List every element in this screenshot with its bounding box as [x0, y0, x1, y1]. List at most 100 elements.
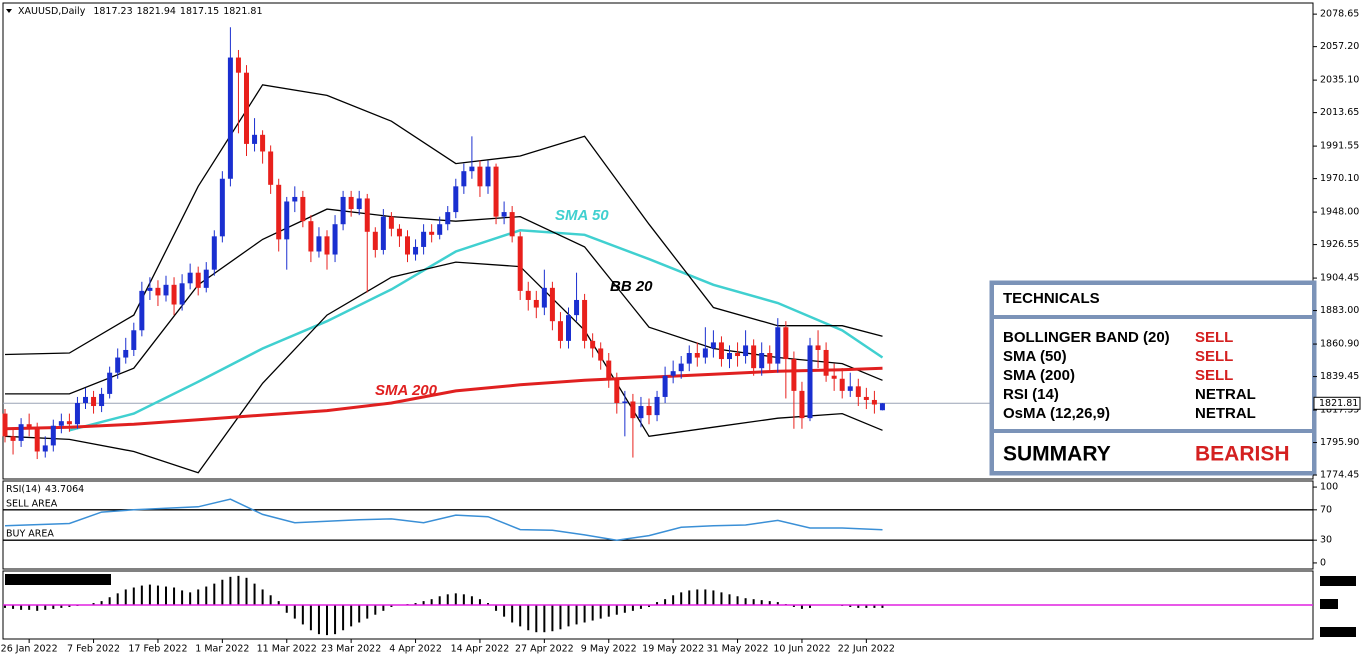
candle-body	[147, 287, 153, 291]
osma-bar	[527, 605, 530, 631]
osma-header-box	[5, 574, 111, 585]
candle-body	[590, 340, 596, 349]
candle-body	[646, 406, 652, 416]
osma-bar	[382, 605, 385, 611]
x-tick-label: 22 Jun 2022	[838, 644, 895, 655]
osma-bar	[559, 605, 562, 630]
price-label: 1821.81	[1319, 398, 1358, 409]
candle-body	[10, 436, 16, 441]
osma-bar	[462, 594, 465, 605]
osma-bar	[800, 605, 803, 609]
candle-body	[66, 421, 72, 425]
y-tick-label: 1774.45	[1320, 470, 1359, 481]
x-tick-label: 7 Feb 2022	[67, 644, 120, 655]
osma-bar	[189, 592, 192, 605]
osma-bar	[728, 594, 731, 605]
candle-body	[99, 393, 105, 407]
osma-bar	[446, 594, 449, 605]
osma-bar	[277, 601, 280, 605]
osma-bar	[607, 605, 610, 617]
ohlc-low: 1817.15	[180, 6, 219, 17]
osma-bar	[809, 605, 811, 608]
x-tick-label: 4 Apr 2022	[389, 644, 442, 655]
candle-body	[549, 287, 555, 322]
candle-body	[203, 269, 209, 288]
candle-body	[372, 231, 378, 250]
osma-bar	[857, 605, 860, 608]
osma-bar	[648, 605, 650, 607]
osma-bar	[269, 595, 272, 605]
osma-bar	[430, 599, 433, 605]
candle-body	[179, 283, 185, 305]
osma-bar	[301, 605, 304, 625]
candle-body	[670, 371, 676, 376]
candle-body	[485, 166, 491, 187]
indicator-signal: NETRAL	[1195, 386, 1256, 403]
x-tick-label: 10 Jun 2022	[773, 644, 830, 655]
candle-body	[461, 171, 467, 187]
candle-body	[501, 212, 507, 217]
candle-body	[477, 166, 483, 187]
overlay-label: BB 20	[610, 278, 653, 295]
symbol-title: XAUUSD,Daily	[18, 6, 86, 17]
candle-body	[260, 134, 266, 152]
ohlc-high: 1821.94	[137, 6, 176, 17]
candle-body	[727, 353, 732, 360]
osma-bar	[639, 605, 642, 609]
candle-body	[815, 345, 821, 350]
candle-body	[847, 386, 853, 391]
osma-bar	[173, 587, 176, 605]
osma-bar	[414, 603, 417, 605]
osma-bar	[350, 605, 353, 627]
osma-bar	[108, 597, 111, 605]
osma-bar	[221, 579, 224, 605]
osma-bar	[623, 605, 626, 613]
candle-body	[557, 321, 563, 341]
osma-bar	[237, 575, 240, 605]
candle-body	[284, 201, 290, 240]
x-tick-label: 1 Mar 2022	[195, 644, 249, 655]
candle-body	[783, 327, 789, 360]
osma-bar	[672, 595, 675, 605]
overlay-line	[4, 84, 883, 356]
osma-bar	[36, 605, 39, 611]
osma-bar	[326, 605, 328, 636]
candle-body	[662, 375, 668, 397]
candle-body	[107, 372, 113, 394]
osma-bar	[760, 600, 763, 605]
osma-bar	[422, 601, 425, 605]
osma-bar	[68, 605, 71, 607]
candle-body	[58, 421, 64, 426]
candle-body	[702, 348, 708, 358]
candle-body	[678, 363, 684, 372]
candle-body	[364, 198, 370, 232]
overlay-line	[4, 261, 883, 474]
candle-body	[807, 345, 813, 419]
candle-body	[871, 399, 877, 405]
candle-body	[614, 378, 620, 403]
osma-bar	[664, 599, 667, 605]
osma-bar	[52, 605, 55, 609]
osma-bar	[744, 598, 747, 605]
y-tick-label: 1926.55	[1320, 239, 1359, 250]
candle-body	[292, 196, 298, 202]
osma-bar	[374, 605, 377, 615]
osma-bar	[309, 605, 312, 631]
osma-bar	[390, 605, 393, 607]
osma-bar	[551, 605, 554, 632]
osma-bar	[285, 605, 288, 613]
candle-body	[437, 224, 443, 235]
osma-bar	[567, 605, 570, 627]
osma-bar	[261, 589, 264, 605]
indicator-signal: SELL	[1195, 367, 1233, 384]
candle-body	[42, 445, 48, 452]
ohlc-close: 1821.81	[223, 6, 262, 17]
candle-body	[316, 236, 322, 252]
y-tick-label: 30	[1320, 535, 1332, 546]
osma-bar	[28, 605, 31, 610]
technicals-panel: TECHNICALS BOLLINGER BAND (20) SELL SMA …	[989, 280, 1317, 476]
candle-body	[493, 166, 499, 217]
osma-bar	[873, 605, 876, 608]
x-tick-label: 23 Mar 2022	[321, 644, 381, 655]
